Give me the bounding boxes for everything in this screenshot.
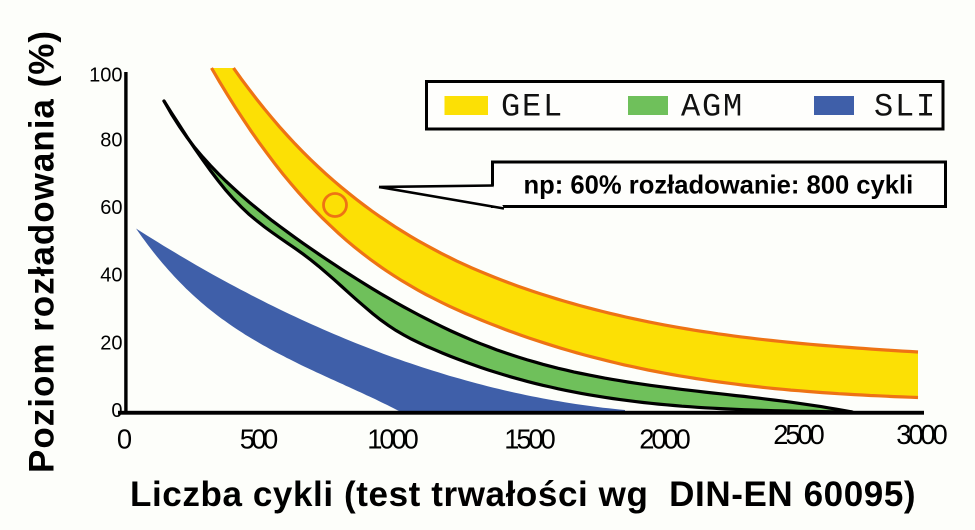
svg-text:0: 0	[111, 400, 122, 422]
svg-text:100: 100	[89, 65, 122, 87]
svg-text:Liczba cykli (test trwałości w: Liczba cykli (test trwałości wg DIN-EN 6…	[130, 475, 916, 514]
svg-text:60: 60	[100, 197, 122, 219]
svg-text:3000: 3000	[896, 419, 948, 450]
svg-text:20: 20	[100, 333, 122, 355]
svg-text:40: 40	[100, 265, 122, 287]
svg-text:80: 80	[100, 130, 122, 152]
svg-text:0: 0	[117, 424, 132, 455]
svg-text:1500: 1500	[504, 424, 556, 455]
svg-text:1000: 1000	[367, 424, 419, 455]
svg-text:GEL: GEL	[501, 89, 564, 126]
svg-text:Poziom rozładowania (%): Poziom rozładowania (%)	[23, 30, 62, 473]
svg-text:np: 60% rozładowanie: 800 cykl: np: 60% rozładowanie: 800 cykli	[524, 172, 914, 200]
svg-text:SLI: SLI	[874, 89, 937, 126]
svg-text:AGM: AGM	[681, 89, 744, 126]
svg-text:500: 500	[240, 424, 279, 455]
svg-text:2000: 2000	[639, 424, 691, 455]
svg-text:2500: 2500	[773, 419, 825, 450]
